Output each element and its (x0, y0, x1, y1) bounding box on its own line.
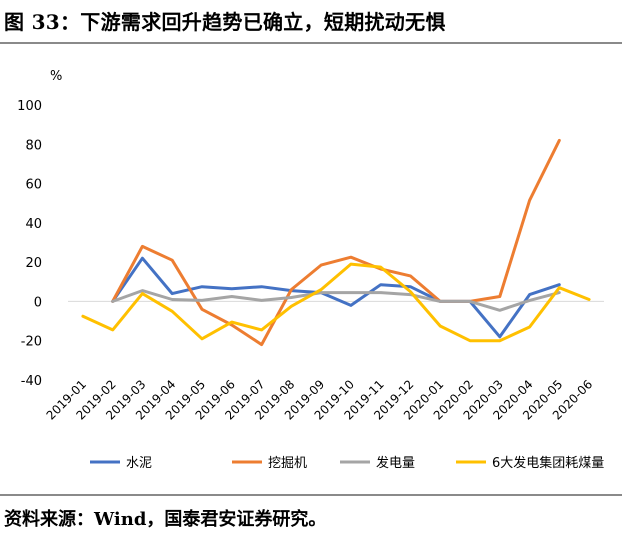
legend-label: 水泥 (126, 456, 152, 471)
y-axis-label: % (50, 69, 62, 84)
series-lines (81, 138, 591, 347)
line-chart: % -40 -20 0 20 40 60 80 100 2019-012019-022019-… (17, 69, 604, 471)
y-tick-label: 20 (25, 256, 42, 271)
series-line (81, 262, 591, 343)
y-tick-label: -20 (21, 335, 42, 350)
legend: 水泥 挖掘机 发电量 6大发电集团耗煤量 (90, 455, 604, 471)
series-line (111, 138, 561, 347)
legend-label: 挖掘机 (268, 456, 307, 471)
source-rule (0, 494, 622, 496)
x-axis: 2019-012019-022019-032019-042019-052019-… (44, 377, 596, 422)
legend-label: 发电量 (376, 455, 415, 471)
y-tick-label: 80 (25, 138, 42, 153)
series-line (111, 256, 561, 339)
figure-source: 资料来源：Wind，国泰君安证券研究。 (4, 509, 327, 530)
title-rule (0, 42, 622, 44)
figure-title: 图 33：下游需求回升趋势已确立，短期扰动无惧 (4, 10, 446, 34)
series-line (111, 289, 561, 312)
y-tick-label: -40 (21, 374, 42, 389)
y-tick-label: 100 (17, 99, 42, 114)
y-tick-label: 40 (25, 217, 42, 232)
y-tick-label: 0 (34, 295, 42, 310)
legend-label: 6大发电集团耗煤量 (492, 455, 604, 471)
y-axis: -40 -20 0 20 40 60 80 100 (17, 99, 42, 389)
y-tick-label: 60 (25, 178, 42, 193)
